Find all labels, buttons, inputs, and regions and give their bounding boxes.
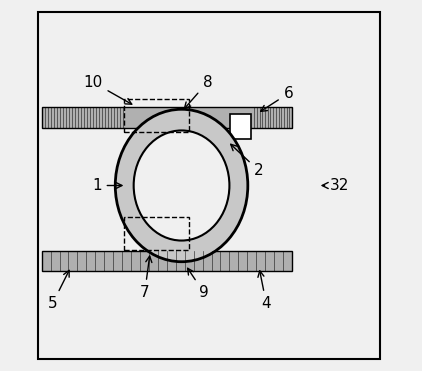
Bar [42, 107, 292, 128]
Ellipse shape [134, 131, 230, 240]
Bar [42, 251, 292, 271]
Text: 10: 10 [84, 75, 132, 104]
Text: 32: 32 [322, 178, 349, 193]
Bar [124, 99, 189, 132]
Text: 2: 2 [231, 144, 264, 178]
Text: 5: 5 [48, 270, 69, 311]
Text: 6: 6 [261, 86, 293, 111]
Text: 9: 9 [188, 268, 208, 300]
Text: 8: 8 [184, 75, 212, 109]
Bar [124, 217, 189, 250]
Text: 1: 1 [92, 178, 122, 193]
Bar [230, 114, 251, 139]
Ellipse shape [115, 109, 248, 262]
Text: 4: 4 [258, 271, 271, 311]
Text: 7: 7 [140, 256, 152, 300]
